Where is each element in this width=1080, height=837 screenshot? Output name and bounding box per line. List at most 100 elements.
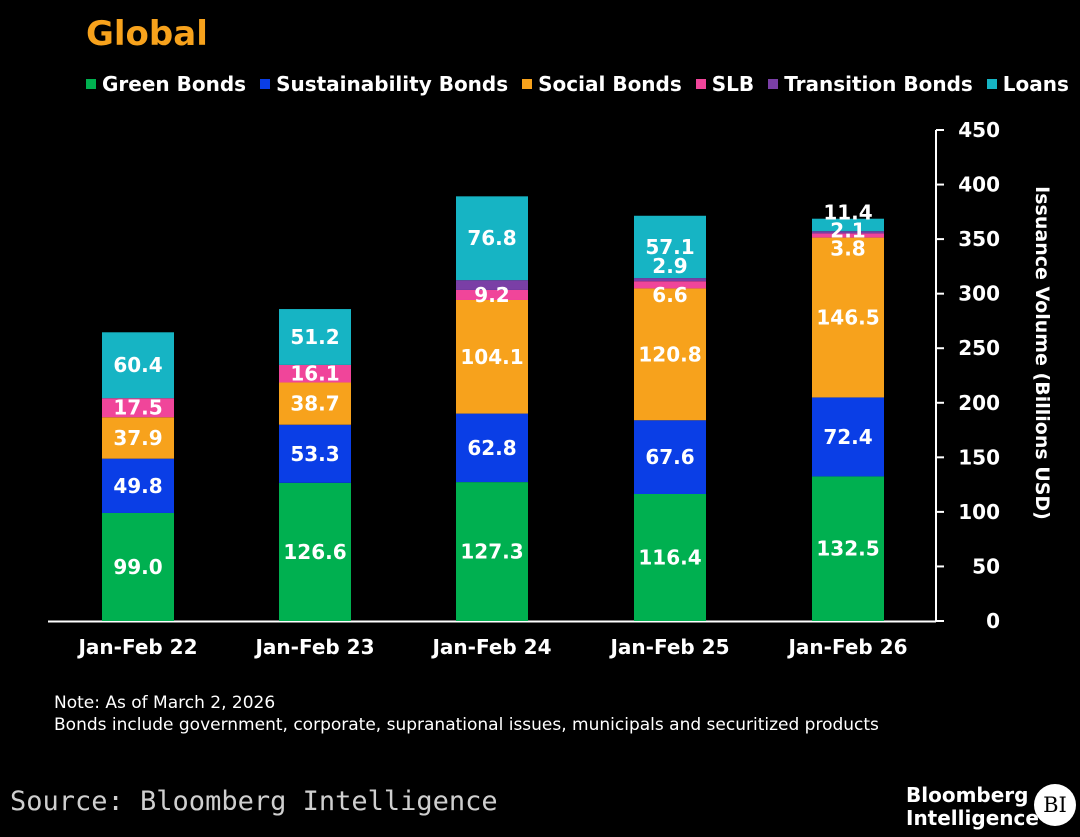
chart-legend: Green Bonds Sustainability Bonds Social Bo… [86,72,1080,96]
bar-segment [279,424,351,483]
bar-segment [456,280,528,290]
bar-segment [279,309,351,365]
y-tick-label: 100 [958,500,1000,524]
legend-swatch [986,79,997,89]
y-tick-label: 150 [958,445,1000,469]
bar-segment [634,278,706,282]
bar-segment [102,512,174,621]
bar-segment [634,288,706,421]
bar-segment [812,237,884,398]
bar-value-label: 6.6 [652,283,687,307]
brand-line-1: Bloomberg [906,783,1029,807]
bar-value-label: 2.1 [830,219,865,243]
source-text: Source: Bloomberg Intelligence [10,786,498,817]
bar-value-label: 76.8 [467,226,516,250]
bar-segment [812,476,884,621]
legend-swatch [86,79,96,89]
legend-item: Sustainability Bonds [260,72,508,96]
bar-value-label: 67.6 [645,445,694,469]
bar-segment [279,364,351,383]
legend-label: Social Bonds [538,72,682,96]
bar-value-label: 127.3 [460,540,523,564]
bar-value-label: 99.0 [113,555,162,579]
bar-segment [456,299,528,414]
bar-value-label: 132.5 [816,537,879,561]
legend-label: SLB [711,72,755,96]
y-axis-title: Issuance Volume (Billions USD) [1031,186,1053,520]
bar-value-label: 53.3 [290,442,339,466]
bar-value-label: 57.1 [645,235,694,259]
legend-label: Transition Bonds [784,72,973,96]
bar-segment [812,233,884,238]
bar-value-label: 49.8 [113,474,162,498]
bar-value-label: 146.5 [816,306,879,330]
bar-segment [102,458,174,513]
y-tick-label: 250 [958,336,1000,360]
bar-segment [102,417,174,459]
y-tick-label: 300 [958,282,1000,306]
bar-segment [812,397,884,477]
legend-item: Social Bonds [522,72,682,96]
y-tick-label: 400 [958,173,1000,197]
bar-segment [812,218,884,232]
bar-value-label: 17.5 [113,396,162,420]
bar-value-label: 62.8 [467,436,516,460]
bar-value-label: 51.2 [290,325,339,349]
legend-label: Green Bonds [102,72,247,96]
legend-label: Sustainability Bonds [276,72,509,96]
bar-value-label: 16.1 [290,362,339,386]
bar-value-label: 2.9 [652,254,687,278]
chart-note: Note: As of March 2, 2026 Bonds include … [54,692,879,736]
note-line-1: Note: As of March 2, 2026 [54,693,276,713]
bar-value-label: 104.1 [460,345,523,369]
x-tick-label: Jan-Feb 22 [76,635,197,659]
brand-badge-icon: BI [1034,784,1076,826]
x-tick-label: Jan-Feb 26 [786,635,907,659]
bar-value-label: 37.9 [113,426,162,450]
bar-segment [634,281,706,289]
bar-segment [812,231,884,234]
bar-segment [279,382,351,425]
bar-segment [634,420,706,494]
bar-segment [102,332,174,399]
legend-item: SLB [695,72,755,96]
note-line-2: Bonds include government, corporate, sup… [54,715,879,735]
bar-segment [634,493,706,621]
bar-value-label: 38.7 [290,392,339,416]
bar-segment [102,398,174,418]
legend-item: Loans [986,72,1069,96]
brand-line-2: Intelligence [906,806,1039,830]
legend-item: Transition Bonds [768,72,973,96]
x-tick-label: Jan-Feb 23 [253,635,374,659]
bar-segment [456,289,528,300]
bar-segment [279,482,351,621]
bar-segment [456,196,528,281]
chart-plot: 450 400 350 300 250 200 150 100 50 0 Issuance Volu… [48,118,1053,659]
y-tick-label: 350 [958,227,1000,251]
legend-swatch [260,79,271,89]
bar-value-label: 120.8 [638,342,701,366]
legend-swatch [522,79,533,89]
y-tick-label: 450 [958,118,1000,142]
bar-segment [634,215,706,279]
bar-value-label: 11.4 [823,201,872,225]
y-tick-label: 200 [958,391,1000,415]
bar-value-label: 126.6 [283,540,346,564]
bar-value-label: 3.8 [830,237,865,261]
bar-value-label: 60.4 [113,353,162,377]
bar-value-label: 116.4 [638,545,701,569]
x-tick-label: Jan-Feb 24 [430,635,551,659]
bar-value-label: 9.2 [474,283,509,307]
chart-title: Global [86,14,208,54]
bar-segment [456,482,528,621]
x-tick-label: Jan-Feb 25 [608,635,729,659]
y-tick-label: 0 [986,609,1000,633]
y-tick-label: 50 [972,554,1000,578]
brand-logo: Bloomberg Intelligence [906,784,1039,830]
legend-label: Loans [1002,72,1069,96]
bar-segment [456,413,528,483]
legend-item: Green Bonds [86,72,246,96]
bar-value-label: 72.4 [823,425,872,449]
legend-swatch [695,79,706,89]
legend-swatch [768,79,779,89]
